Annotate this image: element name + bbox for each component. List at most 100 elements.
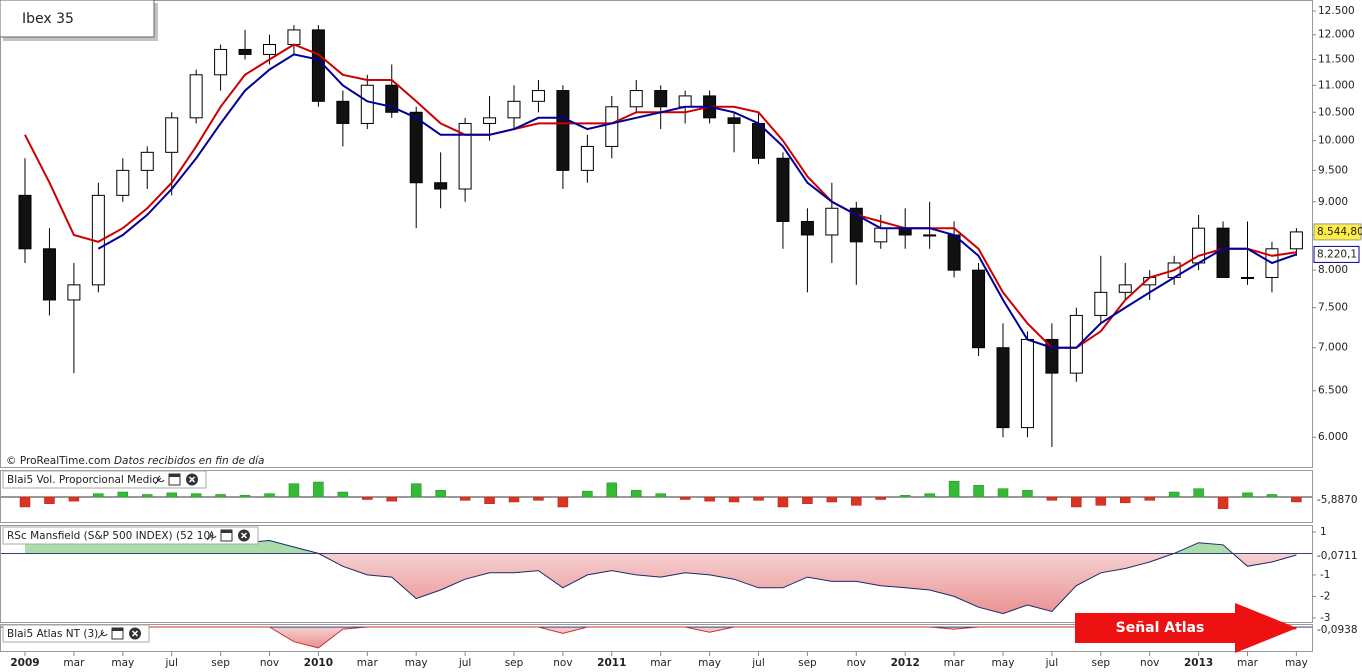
candle-body [409, 111, 423, 184]
bar [948, 480, 960, 498]
title-box: Ibex 35 [0, 0, 158, 41]
candle-body [1094, 291, 1108, 316]
candle-body [727, 117, 741, 124]
bar [1291, 496, 1302, 503]
wrench-icon[interactable] [154, 475, 165, 485]
icons[interactable] [206, 529, 250, 542]
window-bar [221, 530, 232, 533]
y-tick-label: 6.000 [1318, 431, 1348, 443]
bar [924, 493, 935, 498]
last-value-label: -0,0938 [1317, 624, 1358, 636]
y-tick-label: 10.500 [1318, 106, 1355, 118]
annotation: Señal Atlas [1116, 620, 1205, 636]
bar [704, 496, 715, 502]
last-value-box [1313, 245, 1360, 263]
candle-body [580, 145, 594, 171]
candle-body [67, 284, 81, 301]
bar [802, 496, 813, 504]
x-tick-label: mar [357, 657, 379, 669]
y-tick-label: 7.000 [1318, 342, 1348, 354]
candle-body [1118, 284, 1132, 293]
window-bar [112, 628, 123, 631]
bar [533, 496, 544, 501]
mansfield-header: RSc Mansfield (S&P 500 INDEX) (52 10) [2, 526, 259, 545]
bar [1266, 494, 1278, 498]
bar [484, 496, 495, 504]
bar [655, 493, 666, 498]
x-tick-label: jul [1045, 657, 1059, 669]
y-tick-label: 10.000 [1318, 135, 1355, 147]
candle-body [507, 100, 521, 119]
x-tick-label: mar [944, 657, 966, 669]
bar [1193, 488, 1204, 498]
y-tick-label: 6.500 [1318, 385, 1348, 397]
bar [1071, 496, 1082, 508]
panel-title: Blai5 Vol. Proporcional Medio [7, 474, 159, 486]
source-note: Datos recibidos en fin de día [114, 455, 265, 467]
plot: 2009 mar may jul sep nov 2010 mar may jul sep nov 20… [1, 5, 1362, 669]
candle-body [18, 194, 32, 250]
y-tick-label: 11.000 [1318, 79, 1355, 91]
bar [93, 493, 104, 498]
last-price-box [1313, 223, 1362, 241]
x-tick-label: may [1285, 657, 1308, 669]
bar [1242, 492, 1253, 498]
bar [1168, 491, 1180, 498]
candle-body [287, 29, 301, 46]
candle-body [311, 29, 325, 102]
wrench-icon[interactable] [206, 531, 217, 541]
close-x [131, 630, 139, 637]
icons[interactable] [154, 473, 198, 486]
y-tick-label: -1 [1320, 569, 1330, 581]
y-tick-label: 1 [1320, 526, 1327, 538]
chart-title: Ibex 35 [22, 11, 74, 27]
candle-body [214, 48, 228, 76]
x-tick-label: jul [458, 657, 472, 669]
candle-body [776, 157, 790, 222]
bar [582, 490, 593, 498]
x-tick-label: mar [650, 657, 672, 669]
mansfield-panel [0, 525, 1313, 623]
bar [435, 490, 446, 498]
moving-average [97, 53, 1297, 349]
last-price-label: 8.544,80 [1317, 226, 1362, 238]
atlas-panel [0, 624, 1313, 652]
bar [899, 495, 911, 498]
icons[interactable] [97, 627, 141, 640]
x-tick-label: may [698, 657, 721, 669]
x-tick-label: sep [798, 657, 817, 669]
bar [1120, 496, 1131, 504]
y-tick-label: 11.500 [1318, 53, 1355, 65]
candle-body [360, 84, 374, 124]
bar [410, 483, 422, 498]
y-tick-label: 9.000 [1318, 196, 1348, 208]
y-tick-label: -2 [1320, 590, 1330, 602]
bar [190, 493, 202, 498]
x-tick-label: nov [847, 657, 866, 669]
volume-panel [0, 470, 1313, 523]
bar [239, 495, 251, 498]
y-tick-label: 8.000 [1318, 264, 1348, 276]
bar [68, 496, 80, 502]
bar [1144, 496, 1155, 501]
candle-body [1241, 276, 1254, 279]
y-tick-label: 9.500 [1318, 164, 1348, 176]
candle-body [605, 106, 619, 147]
candle-body [116, 169, 130, 196]
bar [753, 496, 764, 501]
candle-body [140, 151, 154, 171]
candle-body [874, 227, 888, 243]
bar [215, 494, 226, 498]
candle-body [458, 122, 472, 190]
bar [313, 481, 324, 498]
candle-body [1020, 338, 1034, 429]
candle-body [483, 117, 497, 124]
bar [142, 494, 153, 498]
wrench-icon[interactable] [97, 629, 108, 639]
header-frame [2, 526, 259, 545]
y-tick-label: 12.000 [1318, 29, 1355, 41]
candle-body [263, 44, 276, 55]
x-tick-label: nov [260, 657, 279, 669]
bar [851, 496, 862, 506]
